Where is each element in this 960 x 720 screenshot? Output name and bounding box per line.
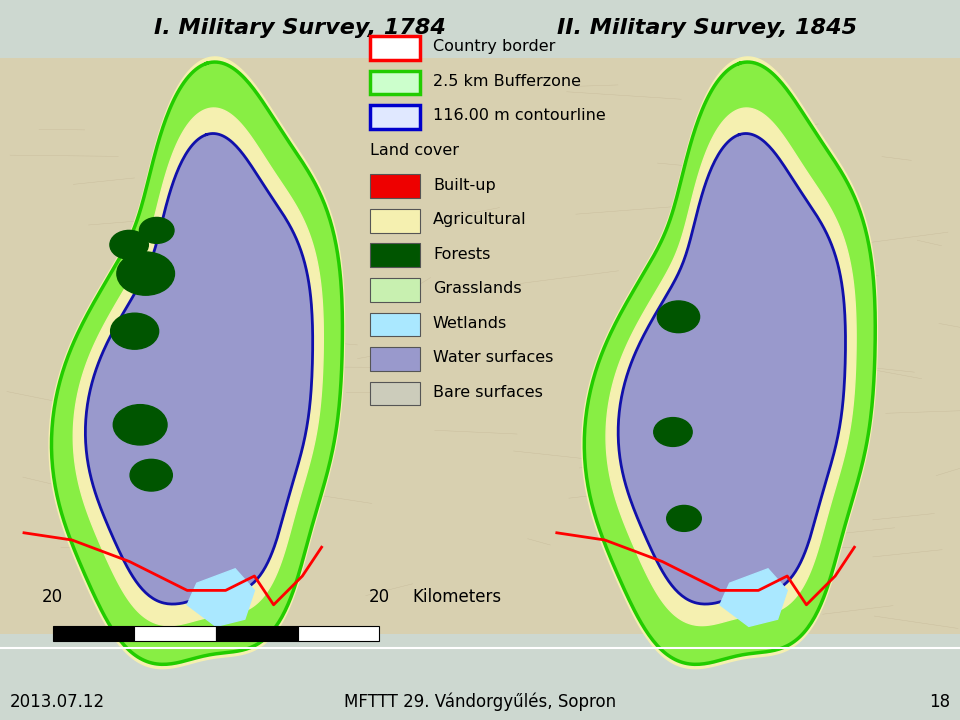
- Polygon shape: [618, 133, 846, 604]
- Text: I. Military Survey, 1784: I. Military Survey, 1784: [154, 18, 445, 38]
- Circle shape: [130, 459, 173, 491]
- Polygon shape: [606, 108, 856, 626]
- Bar: [370, 174, 420, 198]
- Polygon shape: [582, 57, 877, 669]
- Bar: [0, 58, 960, 634]
- Circle shape: [109, 230, 148, 259]
- Text: 20: 20: [369, 588, 390, 606]
- Polygon shape: [73, 108, 324, 626]
- Text: MFTTT 29. Vándorgyűlés, Sopron: MFTTT 29. Vándorgyűlés, Sopron: [344, 693, 616, 711]
- Polygon shape: [187, 569, 254, 626]
- Bar: [298, 626, 379, 641]
- Bar: [370, 347, 420, 371]
- Text: Grasslands: Grasslands: [433, 282, 521, 296]
- Circle shape: [666, 505, 701, 531]
- Bar: [370, 36, 420, 60]
- Circle shape: [117, 252, 175, 295]
- Circle shape: [654, 418, 692, 446]
- Text: Land cover: Land cover: [370, 143, 459, 158]
- Text: Agricultural: Agricultural: [433, 212, 527, 227]
- Bar: [370, 209, 420, 233]
- Text: 2.5 km Bufferzone: 2.5 km Bufferzone: [433, 74, 581, 89]
- Polygon shape: [49, 57, 345, 669]
- Text: 20: 20: [42, 588, 63, 606]
- Text: Wetlands: Wetlands: [433, 316, 507, 330]
- Text: 0: 0: [211, 588, 221, 606]
- Text: 18: 18: [929, 693, 950, 711]
- Text: Bare surfaces: Bare surfaces: [433, 385, 542, 400]
- Bar: [53, 626, 134, 641]
- Text: Water surfaces: Water surfaces: [433, 351, 553, 365]
- Bar: [216, 626, 298, 641]
- Circle shape: [139, 217, 174, 243]
- Circle shape: [110, 313, 158, 349]
- Text: 116.00 m contourline: 116.00 m contourline: [433, 109, 606, 123]
- Bar: [370, 243, 420, 267]
- Text: Kilometers: Kilometers: [413, 588, 502, 606]
- Polygon shape: [85, 133, 313, 604]
- Bar: [134, 626, 216, 641]
- Bar: [370, 105, 420, 129]
- Text: Built-up: Built-up: [433, 178, 495, 192]
- Bar: [370, 312, 420, 336]
- Text: Forests: Forests: [433, 247, 491, 261]
- Text: II. Military Survey, 1845: II. Military Survey, 1845: [557, 18, 857, 38]
- Polygon shape: [585, 62, 876, 665]
- Bar: [370, 382, 420, 405]
- Circle shape: [658, 301, 700, 333]
- Text: 2013.07.12: 2013.07.12: [10, 693, 105, 711]
- Bar: [370, 71, 420, 94]
- Text: Country border: Country border: [433, 40, 555, 54]
- Bar: [370, 278, 420, 302]
- Circle shape: [113, 405, 167, 445]
- Polygon shape: [720, 569, 787, 626]
- Polygon shape: [52, 62, 343, 665]
